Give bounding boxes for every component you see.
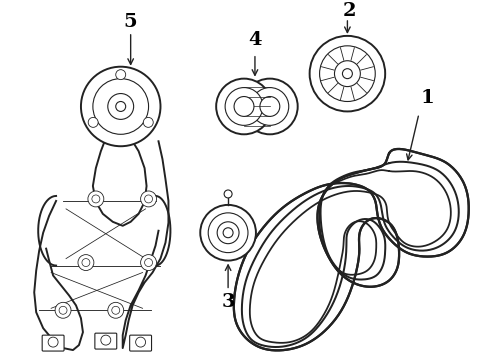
Text: 3: 3 xyxy=(221,293,235,311)
Circle shape xyxy=(48,337,58,347)
FancyBboxPatch shape xyxy=(42,335,64,351)
Circle shape xyxy=(335,61,360,87)
Circle shape xyxy=(310,36,385,112)
Circle shape xyxy=(116,102,126,112)
Circle shape xyxy=(217,222,239,244)
Circle shape xyxy=(260,96,280,116)
Circle shape xyxy=(88,117,98,127)
FancyBboxPatch shape xyxy=(130,335,151,351)
Circle shape xyxy=(242,78,298,134)
Circle shape xyxy=(78,255,94,270)
Circle shape xyxy=(88,191,104,207)
Circle shape xyxy=(223,228,233,238)
Circle shape xyxy=(200,205,256,261)
Circle shape xyxy=(93,78,148,134)
Circle shape xyxy=(225,87,263,125)
Circle shape xyxy=(234,96,254,116)
Circle shape xyxy=(116,70,126,80)
Circle shape xyxy=(55,302,71,318)
Circle shape xyxy=(145,258,152,266)
Circle shape xyxy=(251,87,289,125)
Circle shape xyxy=(343,69,352,78)
Text: 5: 5 xyxy=(124,13,138,31)
Circle shape xyxy=(82,258,90,266)
Text: 2: 2 xyxy=(343,2,356,20)
Text: 4: 4 xyxy=(248,31,262,49)
Circle shape xyxy=(319,46,375,102)
Circle shape xyxy=(224,190,232,198)
Circle shape xyxy=(141,191,156,207)
FancyBboxPatch shape xyxy=(95,333,117,349)
Circle shape xyxy=(59,306,67,314)
Circle shape xyxy=(92,195,100,203)
Circle shape xyxy=(81,67,161,146)
Circle shape xyxy=(216,78,272,134)
Circle shape xyxy=(101,335,111,345)
Text: 1: 1 xyxy=(420,89,434,107)
Circle shape xyxy=(208,213,248,253)
Circle shape xyxy=(143,117,153,127)
Circle shape xyxy=(141,255,156,270)
Circle shape xyxy=(108,302,123,318)
Circle shape xyxy=(136,337,146,347)
Circle shape xyxy=(145,195,152,203)
Circle shape xyxy=(108,94,134,120)
Circle shape xyxy=(112,306,120,314)
